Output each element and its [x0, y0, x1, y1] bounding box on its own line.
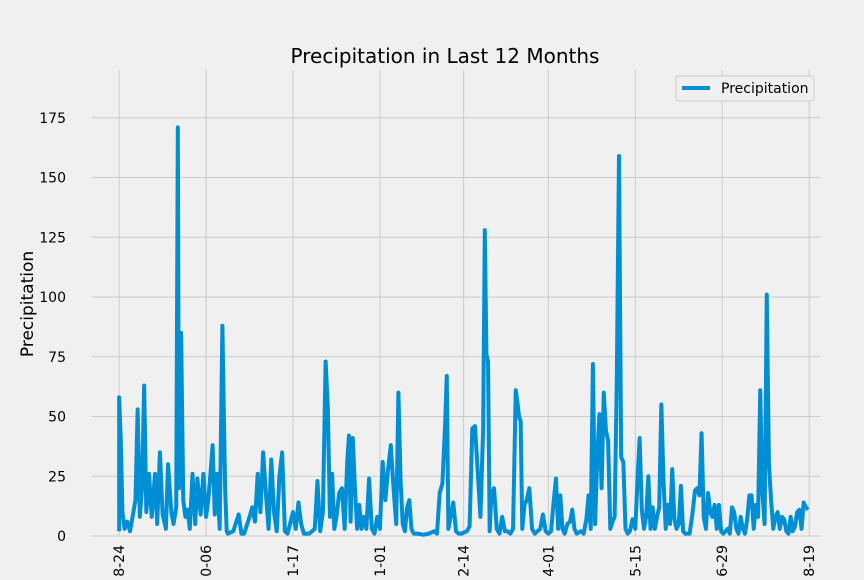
- y-tick-label: 125: [39, 230, 66, 246]
- x-tick-label: 08-19: [802, 545, 818, 576]
- legend-label: Precipitation: [721, 81, 809, 97]
- chart-title: Precipitation in Last 12 Months: [291, 44, 600, 68]
- y-axis-label: Precipitation: [18, 251, 38, 357]
- y-tick-labels: 0 25 50 75 100 125 150 175: [39, 111, 66, 545]
- series-layer: [117, 125, 810, 537]
- x-tick-label: 0-06: [199, 545, 215, 576]
- x-tick-labels: 08-24 0-06 1-17 01-01 02-14 04-01 05-15 06-29 08…: [112, 545, 818, 580]
- x-tick-label: 01-01: [373, 545, 389, 576]
- x-tick-label: 05-15: [628, 545, 644, 576]
- legend-box: [675, 75, 815, 102]
- grid-lines: [92, 70, 820, 537]
- x-tick-label: 02-14: [457, 545, 473, 576]
- y-tick-label: 25: [48, 469, 66, 485]
- x-tick-label: 08-24: [112, 545, 128, 576]
- y-tick-label: 150: [39, 171, 66, 187]
- precipitation-series-line: [117, 125, 810, 537]
- legend: Precipitation: [675, 75, 815, 102]
- y-tick-label: 50: [48, 410, 66, 426]
- y-tick-label: 100: [39, 290, 66, 306]
- y-tick-label: 175: [39, 111, 66, 127]
- y-tick-label: 0: [57, 529, 66, 545]
- x-tick-label: 1-17: [286, 545, 302, 576]
- y-tick-label: 75: [48, 350, 66, 366]
- x-tick-label: 04-01: [541, 545, 557, 576]
- x-tick-label: 06-29: [715, 545, 731, 576]
